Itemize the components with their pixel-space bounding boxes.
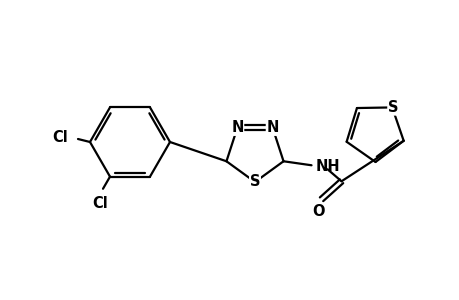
Text: NH: NH <box>315 159 339 174</box>
Text: O: O <box>312 204 324 219</box>
Text: Cl: Cl <box>52 130 68 145</box>
Text: N: N <box>231 120 243 135</box>
Text: S: S <box>387 100 397 115</box>
Text: S: S <box>249 175 260 190</box>
Text: Cl: Cl <box>92 196 108 211</box>
Text: N: N <box>266 120 278 135</box>
